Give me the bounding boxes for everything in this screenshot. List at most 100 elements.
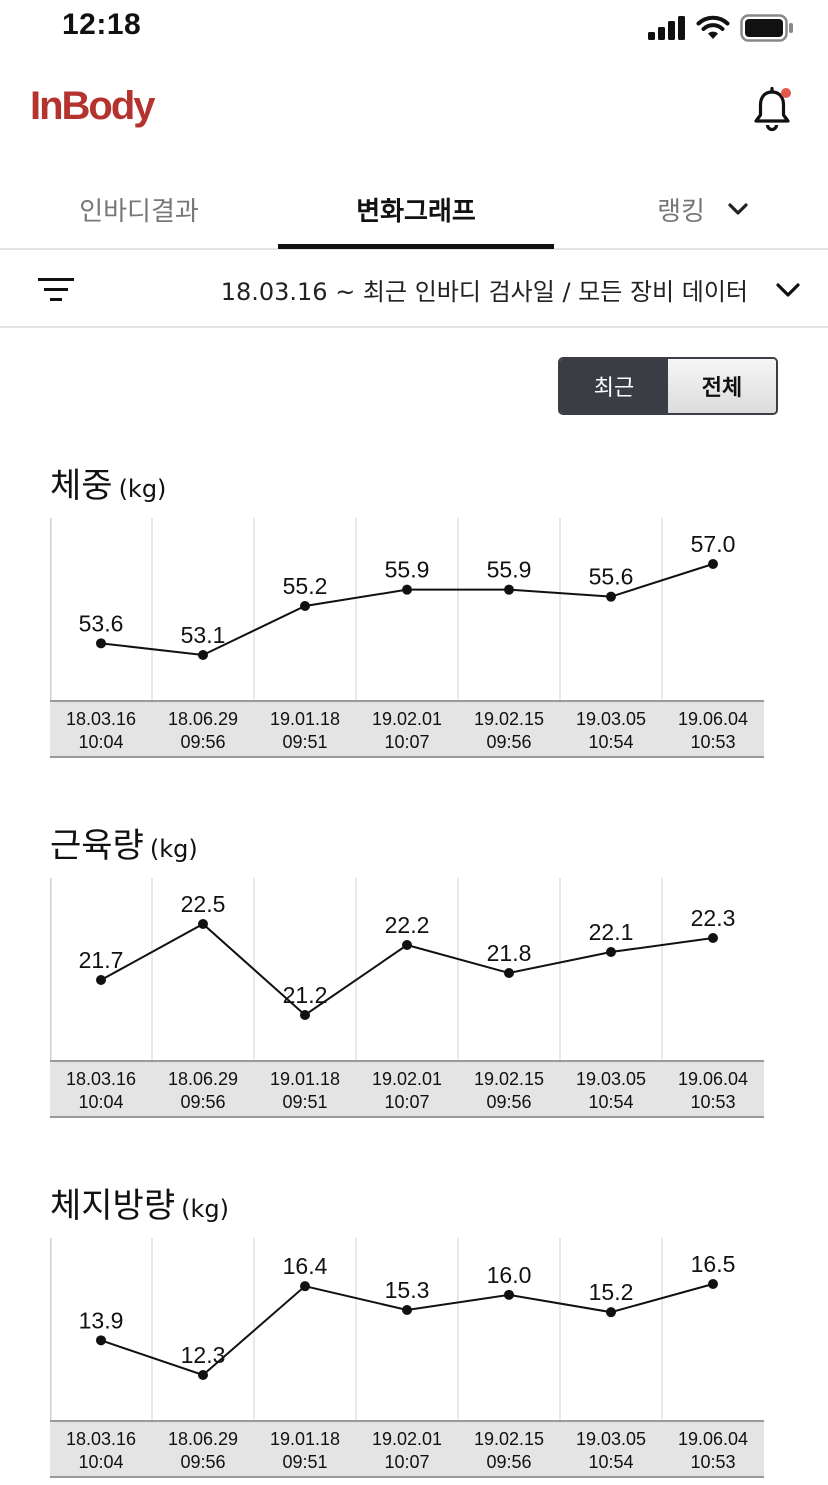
tab-ranking[interactable]: 랭킹: [554, 170, 828, 248]
data-point: [606, 947, 616, 957]
recent-button[interactable]: 최근: [560, 359, 668, 413]
data-label: 21.7: [79, 947, 124, 973]
data-point: [96, 1335, 106, 1346]
x-tick-date: 19.02.15: [474, 1069, 544, 1089]
status-icons: [648, 14, 794, 42]
tab-change-graph[interactable]: 변화그래프: [278, 170, 554, 248]
x-tick-date: 19.03.05: [576, 1429, 646, 1449]
period-toggle: 최근 전체: [558, 357, 778, 415]
all-button[interactable]: 전체: [668, 359, 776, 413]
active-tab-indicator: [278, 244, 554, 249]
data-label: 15.2: [589, 1279, 634, 1305]
data-label: 16.4: [283, 1253, 328, 1279]
x-tick-time: 10:54: [588, 732, 633, 752]
x-tick-date: 18.06.29: [168, 1069, 238, 1089]
tab-inbody-result[interactable]: 인바디결과: [0, 170, 278, 248]
data-point: [198, 919, 208, 929]
x-tick-date: 19.02.15: [474, 709, 544, 729]
tab-label: 랭킹: [657, 196, 705, 227]
x-tick-time: 09:51: [282, 732, 327, 752]
chart-title-text: 체지방량: [50, 1186, 176, 1226]
data-point: [402, 584, 412, 595]
status-bar: 12:18: [0, 0, 828, 56]
body-fat-chart: 18.03.16 10:04 18.06.29 09:56 19.01.18 09:51 1…: [50, 1238, 764, 1478]
wifi-icon: [696, 15, 730, 39]
signal-icon: [648, 16, 685, 40]
data-label: 22.1: [589, 919, 634, 945]
chart-title-muscle: 근육량 (kg): [50, 818, 198, 867]
chart-title-text: 근육량: [50, 826, 144, 866]
x-tick-time: 10:53: [690, 1092, 735, 1112]
x-tick-date: 18.03.16: [66, 1069, 136, 1089]
app-header: InBody: [0, 70, 828, 150]
x-tick-time: 10:04: [78, 1452, 123, 1472]
x-tick-time: 10:54: [588, 1092, 633, 1112]
data-point: [504, 1289, 514, 1300]
data-point: [606, 591, 616, 602]
data-point: [708, 559, 718, 569]
chart-unit: (kg): [118, 475, 167, 503]
x-tick-time: 10:04: [78, 1092, 123, 1112]
x-tick-date: 18.06.29: [168, 709, 238, 729]
x-tick-time: 10:54: [588, 1452, 633, 1472]
chart-date-strip: [50, 1060, 764, 1118]
date-range-text[interactable]: 18.03.16 ~ 최근 인바디 검사일 / 모든 장비 데이터: [220, 278, 748, 306]
x-tick-date: 18.03.16: [66, 1429, 136, 1449]
chart-title-weight: 체중 (kg): [50, 458, 166, 507]
x-tick-time: 09:51: [282, 1092, 327, 1112]
data-label: 12.3: [181, 1342, 226, 1368]
chart-title-text: 체중: [50, 466, 113, 506]
x-tick-date: 19.02.01: [372, 709, 442, 729]
data-point: [96, 638, 106, 649]
data-label: 55.9: [385, 557, 430, 583]
data-point: [606, 1307, 616, 1318]
tab-label: 인바디결과: [79, 196, 199, 227]
data-point: [300, 1010, 310, 1020]
tab-label: 변화그래프: [356, 196, 476, 227]
data-point: [300, 1281, 310, 1292]
x-tick-time: 10:53: [690, 1452, 735, 1472]
chart-date-strip: [50, 1420, 764, 1478]
x-tick-date: 18.03.16: [66, 709, 136, 729]
data-point: [300, 601, 310, 611]
x-tick-time: 09:56: [180, 732, 225, 752]
x-tick-date: 19.02.01: [372, 1069, 442, 1089]
filter-icon[interactable]: [38, 276, 74, 304]
x-tick-date: 19.06.04: [678, 1429, 748, 1449]
data-label: 22.2: [385, 912, 430, 938]
filter-row[interactable]: 18.03.16 ~ 최근 인바디 검사일 / 모든 장비 데이터: [0, 252, 828, 328]
x-tick-date: 19.02.15: [474, 1429, 544, 1449]
data-point: [504, 584, 514, 595]
x-tick-time: 09:51: [282, 1452, 327, 1472]
chevron-down-icon[interactable]: [774, 278, 802, 302]
data-label: 22.3: [691, 905, 736, 931]
brand-logo: InBody: [30, 84, 156, 128]
x-tick-date: 19.02.01: [372, 1429, 442, 1449]
data-point: [504, 968, 514, 978]
data-label: 13.9: [79, 1307, 124, 1333]
chart-date-strip: [50, 700, 764, 758]
data-label: 53.1: [181, 622, 226, 648]
x-tick-time: 09:56: [486, 1092, 531, 1112]
notification-bell-icon[interactable]: [752, 86, 792, 132]
tab-bar: 인바디결과 변화그래프 랭킹: [0, 170, 828, 250]
x-tick-date: 19.01.18: [270, 1069, 340, 1089]
x-tick-time: 10:53: [690, 732, 735, 752]
chevron-down-icon: [728, 203, 748, 215]
data-label: 21.8: [487, 940, 532, 966]
x-tick-time: 10:07: [384, 1092, 429, 1112]
data-point: [96, 975, 106, 985]
x-tick-date: 18.06.29: [168, 1429, 238, 1449]
x-tick-time: 10:04: [78, 732, 123, 752]
x-tick-date: 19.03.05: [576, 709, 646, 729]
muscle-chart: 18.03.16 10:04 18.06.29 09:56 19.01.18 09:51 1…: [50, 878, 764, 1118]
data-point: [198, 650, 208, 660]
x-tick-date: 19.01.18: [270, 709, 340, 729]
data-label: 55.9: [487, 557, 532, 583]
data-label: 55.2: [283, 573, 328, 599]
data-point: [708, 1279, 718, 1289]
x-tick-time: 09:56: [486, 732, 531, 752]
battery-icon: [740, 14, 793, 42]
notification-dot: [781, 88, 791, 98]
x-tick-time: 09:56: [180, 1452, 225, 1472]
